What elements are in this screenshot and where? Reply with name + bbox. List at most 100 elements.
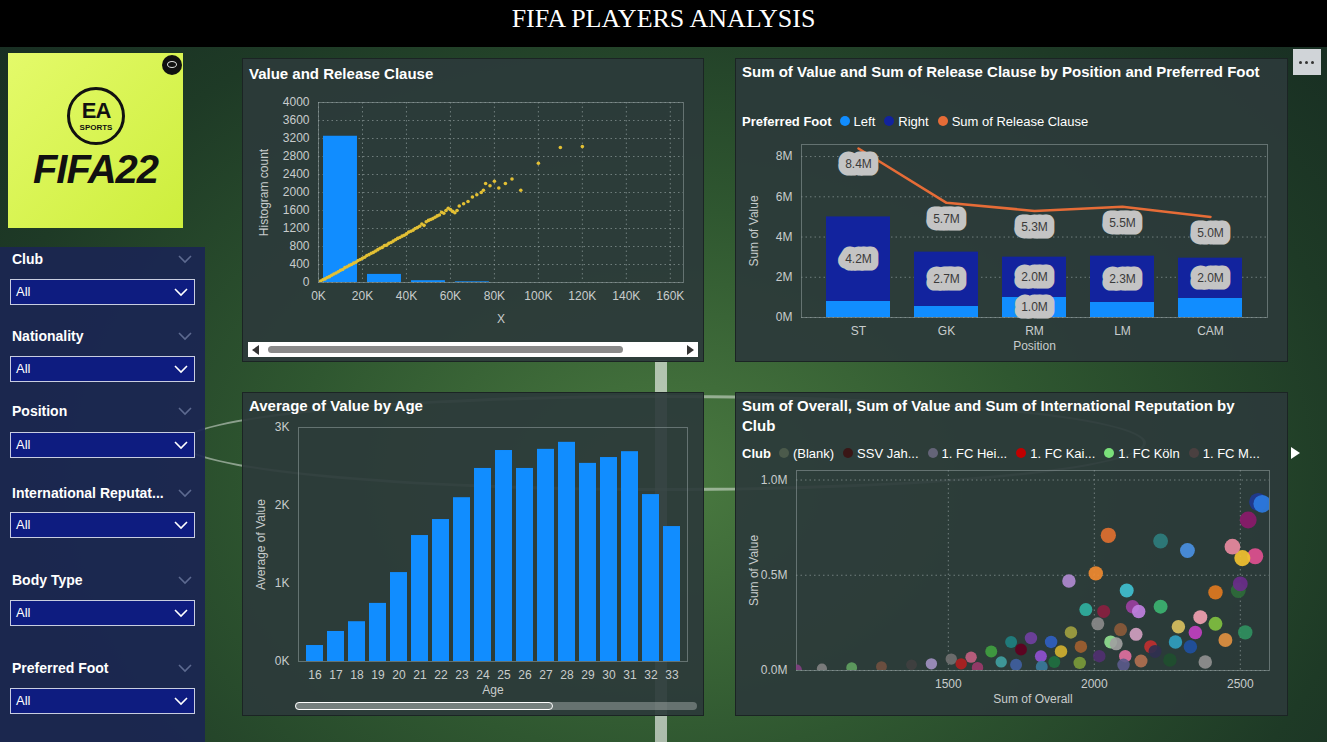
html-text:Position: Position xyxy=(12,403,68,419)
svg-text:5.0M: 5.0M xyxy=(1197,226,1224,240)
svg-text:16: 16 xyxy=(308,668,322,682)
svg-text:2.0M: 2.0M xyxy=(1021,270,1048,284)
svg-text:1.0M: 1.0M xyxy=(761,473,788,487)
svg-text:4000: 4000 xyxy=(283,95,310,109)
svg-text:Sum of Value: Sum of Value xyxy=(747,535,761,606)
html-text:Left: Left xyxy=(853,113,876,129)
svg-text:X: X xyxy=(497,312,505,326)
svg-text:0: 0 xyxy=(303,275,310,289)
svg-text:4.2M: 4.2M xyxy=(845,252,872,266)
svg-text:5.5M: 5.5M xyxy=(1109,216,1136,230)
svg-text:1200: 1200 xyxy=(283,221,310,235)
svg-text:27: 27 xyxy=(539,668,553,682)
html-text:Right: Right xyxy=(898,113,929,129)
svg-text:Histogram count: Histogram count xyxy=(257,148,271,236)
svg-text:800: 800 xyxy=(289,239,309,253)
svg-text:RM: RM xyxy=(1025,324,1044,338)
svg-text:2.3M: 2.3M xyxy=(1109,272,1136,286)
svg-text:8.4M: 8.4M xyxy=(845,157,872,171)
svg-text:100K: 100K xyxy=(524,289,552,303)
svg-text:2000: 2000 xyxy=(283,185,310,199)
svg-text:30: 30 xyxy=(602,668,616,682)
svg-text:18: 18 xyxy=(350,668,364,682)
svg-text:24: 24 xyxy=(476,668,490,682)
html-text:International Reputat...: International Reputat... xyxy=(12,485,164,501)
svg-text:1K: 1K xyxy=(275,576,290,590)
svg-text:120K: 120K xyxy=(568,289,596,303)
html-text:Preferred Foot: Preferred Foot xyxy=(12,660,109,676)
html-text:Sum of Overall, Sum of Value a: Sum of Overall, Sum of Value and Sum of … xyxy=(742,397,1235,434)
svg-text:20: 20 xyxy=(392,668,406,682)
html-text:1. FC Kai...: 1. FC Kai... xyxy=(1030,445,1096,461)
svg-text:0.0M: 0.0M xyxy=(761,663,788,677)
svg-text:CAM: CAM xyxy=(1197,324,1224,338)
svg-text:8M: 8M xyxy=(776,149,793,163)
svg-text:2.0M: 2.0M xyxy=(1197,271,1224,285)
svg-text:28: 28 xyxy=(560,668,574,682)
html-text:Average of Value by Age: Average of Value by Age xyxy=(249,397,423,414)
svg-text:2800: 2800 xyxy=(283,149,310,163)
svg-text:1500: 1500 xyxy=(935,677,962,691)
svg-text:1.0M: 1.0M xyxy=(1021,300,1048,314)
svg-text:400: 400 xyxy=(289,257,309,271)
svg-text:Sum of Value: Sum of Value xyxy=(747,195,761,266)
svg-text:29: 29 xyxy=(581,668,595,682)
html-text:Sum of Release Clause: Sum of Release Clause xyxy=(951,113,1089,129)
svg-text:17: 17 xyxy=(329,668,343,682)
svg-text:GK: GK xyxy=(938,324,955,338)
svg-text:26: 26 xyxy=(518,668,532,682)
svg-text:3K: 3K xyxy=(275,420,290,434)
html-text:Sum of Value and Sum of Releas: Sum of Value and Sum of Release Clause b… xyxy=(742,63,1260,80)
svg-text:20K: 20K xyxy=(352,289,373,303)
svg-text:0.5M: 0.5M xyxy=(761,568,788,582)
svg-text:33: 33 xyxy=(665,668,679,682)
svg-text:19: 19 xyxy=(371,668,385,682)
svg-text:2400: 2400 xyxy=(283,167,310,181)
svg-text:31: 31 xyxy=(623,668,637,682)
svg-text:25: 25 xyxy=(497,668,511,682)
html-text:Club: Club xyxy=(12,251,44,267)
svg-text:2K: 2K xyxy=(275,498,290,512)
html-text:Preferred Foot: Preferred Foot xyxy=(742,113,832,129)
svg-text:2M: 2M xyxy=(776,270,793,284)
svg-text:Age: Age xyxy=(482,683,504,697)
svg-text:140K: 140K xyxy=(612,289,640,303)
html-text:SSV Jah...: SSV Jah... xyxy=(857,445,919,461)
html-text:Body Type: Body Type xyxy=(12,572,83,588)
svg-text:60K: 60K xyxy=(440,289,461,303)
svg-text:21: 21 xyxy=(413,668,427,682)
html-text:(Blank): (Blank) xyxy=(792,445,835,461)
svg-text:3200: 3200 xyxy=(283,131,310,145)
svg-text:Average of Value: Average of Value xyxy=(254,499,268,590)
html-text:1. FC Köln: 1. FC Köln xyxy=(1118,445,1180,461)
svg-text:80K: 80K xyxy=(484,289,505,303)
html-text:FIFA PLAYERS ANALYSIS: FIFA PLAYERS ANALYSIS xyxy=(511,4,816,33)
svg-text:2000: 2000 xyxy=(1081,677,1108,691)
svg-text:23: 23 xyxy=(455,668,469,682)
svg-text:0K: 0K xyxy=(311,289,326,303)
svg-text:ST: ST xyxy=(851,324,867,338)
svg-text:40K: 40K xyxy=(396,289,417,303)
svg-text:6M: 6M xyxy=(776,190,793,204)
svg-text:160K: 160K xyxy=(656,289,684,303)
html-text:Club: Club xyxy=(742,445,771,461)
svg-text:5.7M: 5.7M xyxy=(933,212,960,226)
svg-text:1600: 1600 xyxy=(283,203,310,217)
svg-text:Position: Position xyxy=(1013,339,1056,353)
svg-text:2500: 2500 xyxy=(1227,677,1254,691)
html-text:FIFA22: FIFA22 xyxy=(32,147,159,191)
svg-text:LM: LM xyxy=(1114,324,1131,338)
html-text:Value and Release Clause: Value and Release Clause xyxy=(249,65,434,82)
svg-text:22: 22 xyxy=(434,668,448,682)
html-text:1. FC Hei...: 1. FC Hei... xyxy=(941,445,1008,461)
svg-text:Sum of Overall: Sum of Overall xyxy=(993,692,1072,706)
html-text:EA: EA xyxy=(81,98,111,123)
svg-text:3600: 3600 xyxy=(283,113,310,127)
svg-text:5.3M: 5.3M xyxy=(1021,220,1048,234)
svg-text:2.7M: 2.7M xyxy=(933,272,960,286)
svg-text:0K: 0K xyxy=(275,654,290,668)
svg-text:32: 32 xyxy=(644,668,658,682)
svg-text:4M: 4M xyxy=(776,230,793,244)
html-text:Nationality: Nationality xyxy=(12,328,84,344)
svg-text:0M: 0M xyxy=(776,310,793,324)
